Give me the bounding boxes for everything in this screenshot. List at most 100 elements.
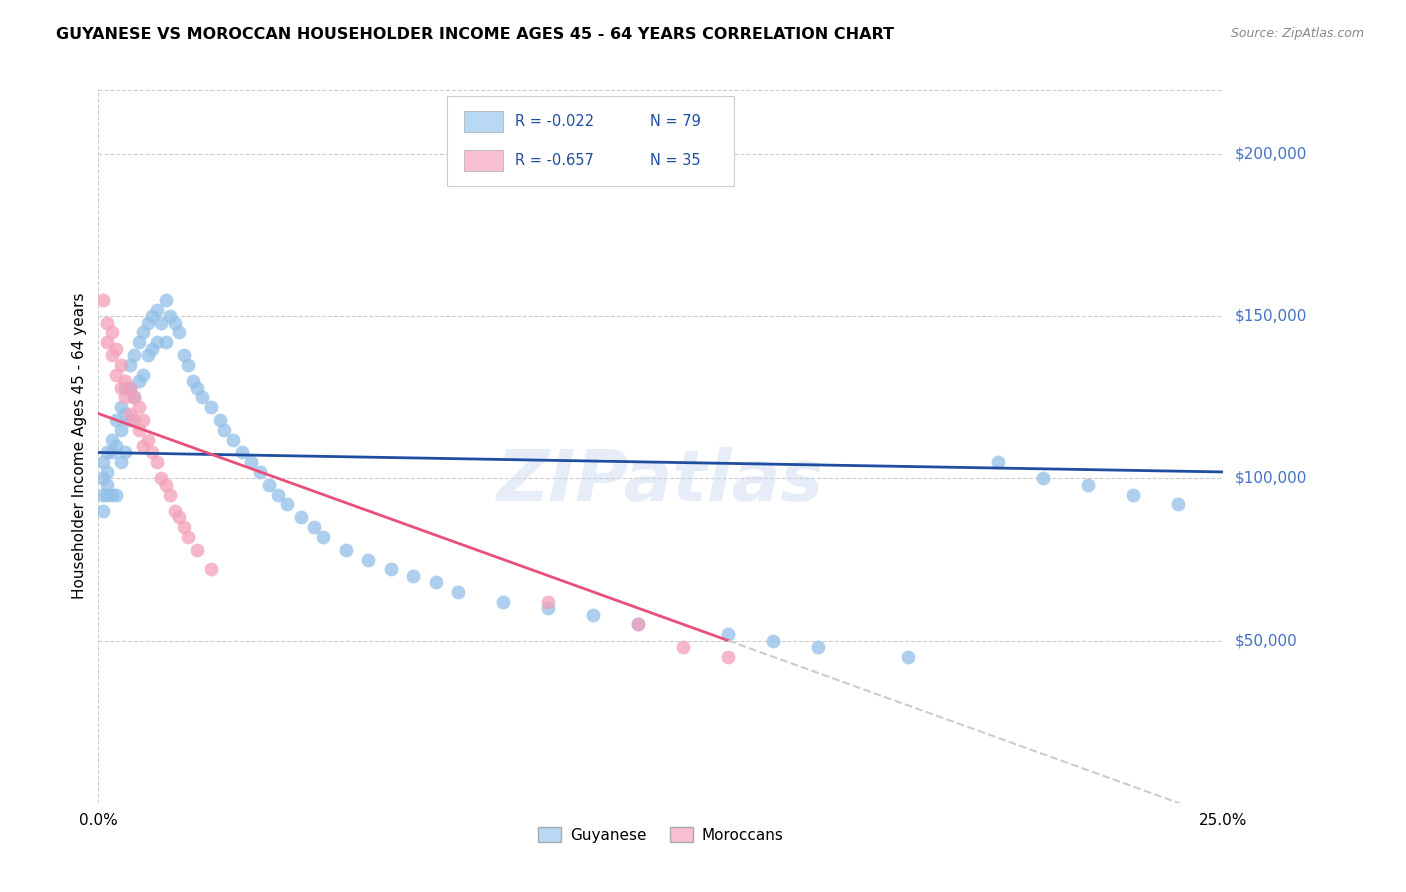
Text: N = 35: N = 35 xyxy=(650,153,700,168)
Point xyxy=(402,568,425,582)
Point xyxy=(118,358,141,372)
Point xyxy=(101,488,124,502)
Point xyxy=(897,649,920,664)
Point xyxy=(222,433,245,447)
Point xyxy=(155,478,177,492)
Point xyxy=(762,633,785,648)
Point xyxy=(335,542,357,557)
Point xyxy=(105,342,128,356)
Point xyxy=(91,293,114,307)
Point xyxy=(96,465,118,479)
Point xyxy=(114,390,136,404)
Point xyxy=(276,497,298,511)
Point xyxy=(124,390,146,404)
Point xyxy=(259,478,281,492)
Point xyxy=(380,562,402,576)
Text: $100,000: $100,000 xyxy=(1234,471,1306,486)
Point xyxy=(146,335,169,350)
Point xyxy=(267,488,290,502)
Point xyxy=(105,488,128,502)
Point xyxy=(114,445,136,459)
Point xyxy=(110,381,132,395)
Point xyxy=(105,413,128,427)
Point xyxy=(124,390,146,404)
Point xyxy=(169,510,191,524)
Point xyxy=(155,293,177,307)
Point xyxy=(150,471,173,485)
Point xyxy=(1167,497,1189,511)
Point xyxy=(105,439,128,453)
Point xyxy=(146,302,169,317)
Point xyxy=(146,455,169,469)
Point xyxy=(136,433,159,447)
Point xyxy=(91,504,114,518)
Point xyxy=(91,471,114,485)
Point xyxy=(132,326,155,340)
Point xyxy=(101,433,124,447)
Point xyxy=(807,640,830,654)
Text: $50,000: $50,000 xyxy=(1234,633,1298,648)
Point xyxy=(114,374,136,388)
Point xyxy=(200,400,222,414)
Point xyxy=(141,342,163,356)
Point xyxy=(114,407,136,421)
FancyBboxPatch shape xyxy=(464,150,503,171)
Point xyxy=(159,310,181,324)
Point xyxy=(96,445,118,459)
Point xyxy=(249,465,271,479)
Point xyxy=(537,595,560,609)
Text: Source: ZipAtlas.com: Source: ZipAtlas.com xyxy=(1230,27,1364,40)
Point xyxy=(191,390,214,404)
Point xyxy=(132,439,155,453)
Point xyxy=(128,374,150,388)
Point xyxy=(132,413,155,427)
Point xyxy=(987,455,1010,469)
Point xyxy=(1032,471,1054,485)
Point xyxy=(173,520,195,534)
Point xyxy=(96,316,118,330)
Point xyxy=(128,423,150,437)
Point xyxy=(105,368,128,382)
Point xyxy=(627,617,650,632)
Point xyxy=(159,488,181,502)
Point xyxy=(96,488,118,502)
Point xyxy=(124,413,146,427)
Point xyxy=(290,510,312,524)
Text: R = -0.657: R = -0.657 xyxy=(515,153,593,168)
Point xyxy=(96,335,118,350)
Point xyxy=(425,575,447,590)
Point xyxy=(186,542,208,557)
Point xyxy=(132,368,155,382)
Point xyxy=(150,316,173,330)
Point xyxy=(1077,478,1099,492)
Point xyxy=(91,488,114,502)
Point xyxy=(101,348,124,362)
Point xyxy=(141,445,163,459)
Text: $150,000: $150,000 xyxy=(1234,309,1306,324)
Text: GUYANESE VS MOROCCAN HOUSEHOLDER INCOME AGES 45 - 64 YEARS CORRELATION CHART: GUYANESE VS MOROCCAN HOUSEHOLDER INCOME … xyxy=(56,27,894,42)
Point xyxy=(177,358,200,372)
Text: R = -0.022: R = -0.022 xyxy=(515,114,593,128)
Point xyxy=(124,348,146,362)
Point xyxy=(214,423,236,437)
Point xyxy=(717,649,740,664)
Point xyxy=(110,400,132,414)
Text: ZIPatlas: ZIPatlas xyxy=(498,447,824,516)
Point xyxy=(96,478,118,492)
Point xyxy=(208,413,231,427)
Text: $200,000: $200,000 xyxy=(1234,146,1306,161)
Point xyxy=(118,381,141,395)
Point xyxy=(447,585,470,599)
Point xyxy=(110,455,132,469)
Point xyxy=(181,374,204,388)
Point xyxy=(136,348,159,362)
Point xyxy=(136,316,159,330)
Point xyxy=(163,504,186,518)
Point xyxy=(173,348,195,362)
Point xyxy=(118,407,141,421)
Point xyxy=(200,562,222,576)
Point xyxy=(231,445,253,459)
Point xyxy=(717,627,740,641)
Legend: Guyanese, Moroccans: Guyanese, Moroccans xyxy=(531,821,790,848)
Point xyxy=(240,455,263,469)
